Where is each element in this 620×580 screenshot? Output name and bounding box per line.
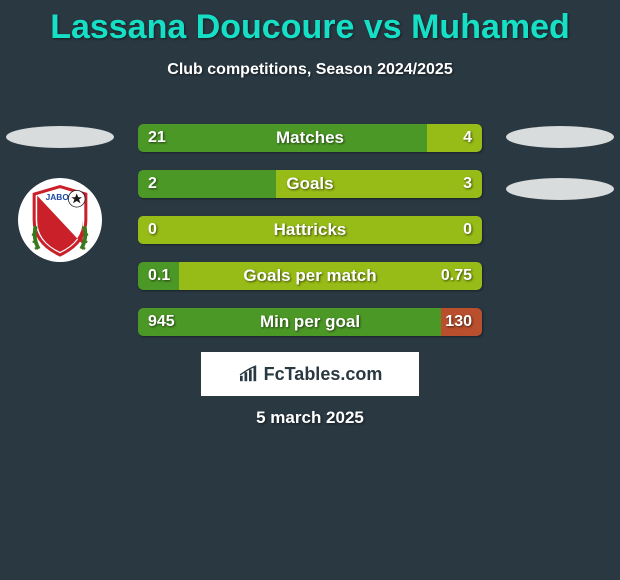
subtitle: Club competitions, Season 2024/2025: [0, 61, 620, 79]
stat-row: 0.10.75Goals per match: [138, 262, 482, 290]
stat-label: Hattricks: [138, 216, 482, 244]
stat-label: Matches: [138, 124, 482, 152]
branding-box: FcTables.com: [201, 352, 419, 396]
stat-row: 945130Min per goal: [138, 308, 482, 336]
stats-container: 214Matches 23Goals 00Hattricks 0.10.75Goals…: [138, 124, 482, 354]
stat-row: 23Goals: [138, 170, 482, 198]
player-left-marker: [6, 126, 114, 148]
club-badge-svg: JABOP: [22, 182, 98, 258]
stat-label: Goals: [138, 170, 482, 198]
page-title: Lassana Doucoure vs Muhamed: [0, 0, 620, 47]
player-right-marker-1: [506, 126, 614, 148]
stat-row: 214Matches: [138, 124, 482, 152]
chart-icon: [238, 365, 260, 383]
branding-text: FcTables.com: [264, 364, 383, 385]
club-badge: JABOP: [18, 178, 102, 262]
date-text: 5 march 2025: [0, 408, 620, 428]
stat-label: Min per goal: [138, 308, 482, 336]
stat-label: Goals per match: [138, 262, 482, 290]
stat-row: 00Hattricks: [138, 216, 482, 244]
player-right-marker-2: [506, 178, 614, 200]
